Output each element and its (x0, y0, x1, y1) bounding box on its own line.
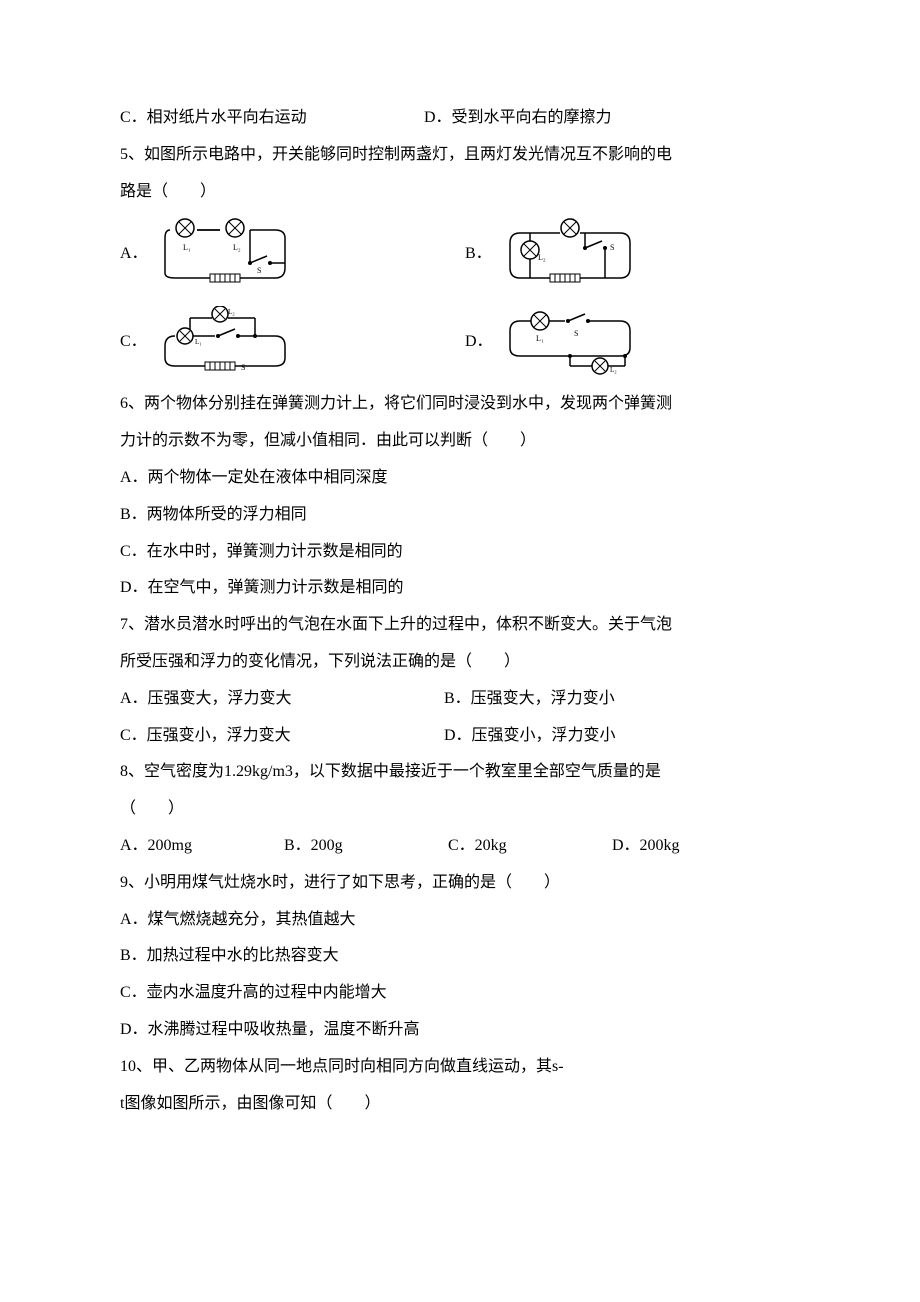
q5-stem-2: 路是（ ） (120, 174, 800, 211)
circuit-b-icon: L₁ L₂ S (500, 218, 640, 290)
q8-stem-2: （ ） (120, 791, 800, 828)
q5-option-b: B． L₁ L₂ S (465, 218, 640, 290)
q6-option-b: B．两物体所受的浮力相同 (120, 497, 800, 534)
svg-text:S: S (574, 329, 578, 338)
q9-option-c: C．壶内水温度升高的过程中内能增大 (120, 975, 800, 1012)
svg-text:S: S (241, 363, 245, 372)
q7-options-cd: C．压强变小，浮力变大 D．压强变小，浮力变小 (120, 718, 800, 755)
q4-option-d: D．受到水平向右的摩擦力 (424, 109, 612, 126)
q4-option-c: C．相对纸片水平向右运动 (120, 100, 420, 137)
q8-options: A．200mg B．200g C．20kg D．200kg (120, 828, 800, 865)
q9-stem: 9、小明用煤气灶烧水时，进行了如下思考，正确的是（ ） (120, 865, 800, 902)
q5-label-d: D． (465, 324, 500, 361)
q7-stem-2: 所受压强和浮力的变化情况，下列说法正确的是（ ） (120, 644, 800, 681)
svg-text:S: S (257, 266, 261, 275)
q8-option-c: C．20kg (448, 828, 608, 865)
q5-option-c: C． L₂ L₁ S (120, 306, 295, 378)
q6-option-d: D．在空气中，弹簧测力计示数是相同的 (120, 570, 800, 607)
svg-text:L₂: L₂ (233, 243, 241, 252)
q7-stem-1: 7、潜水员潜水时呼出的气泡在水面下上升的过程中，体积不断变大。关于气泡 (120, 607, 800, 644)
q7-options-ab: A．压强变大，浮力变大 B．压强变大，浮力变小 (120, 681, 800, 718)
q10-stem-1: 10、甲、乙两物体从同一地点同时向相同方向做直线运动，其s- (120, 1049, 800, 1086)
circuit-d-icon: L₁ S L₂ (500, 306, 640, 378)
q8-option-b: B．200g (284, 828, 444, 865)
q4-options-cd: C．相对纸片水平向右运动 D．受到水平向右的摩擦力 (120, 100, 800, 137)
svg-text:L₂: L₂ (228, 308, 235, 316)
q7-option-a: A．压强变大，浮力变大 (120, 681, 440, 718)
svg-text:L₂: L₂ (538, 253, 546, 262)
svg-text:L₁: L₁ (536, 334, 544, 343)
q7-option-c: C．压强变小，浮力变大 (120, 718, 440, 755)
q8-option-d: D．200kg (612, 837, 680, 854)
q5-option-a: A． L₁ L₂ S (120, 218, 295, 290)
q5-label-b: B． (465, 236, 500, 273)
q5-stem-1: 5、如图所示电路中，开关能够同时控制两盏灯，且两灯发光情况互不影响的电 (120, 137, 800, 174)
q9-option-b: B．加热过程中水的比热容变大 (120, 938, 800, 975)
q9-option-a: A．煤气燃烧越充分，其热值越大 (120, 902, 800, 939)
q9-option-d: D．水沸腾过程中吸收热量，温度不断升高 (120, 1012, 800, 1049)
svg-text:L₁: L₁ (183, 243, 191, 252)
q5-option-d: D． L₁ S L₂ (465, 306, 640, 378)
q10-stem-2: t图像如图所示，由图像可知（ ） (120, 1086, 800, 1123)
q6-stem-2: 力计的示数不为零，但减小值相同．由此可以判断（ ） (120, 423, 800, 460)
svg-text:L₁: L₁ (195, 338, 202, 346)
circuit-a-icon: L₁ L₂ S (155, 218, 295, 290)
q8-option-a: A．200mg (120, 828, 280, 865)
svg-text:S: S (610, 243, 614, 252)
q6-stem-1: 6、两个物体分别挂在弹簧测力计上，将它们同时浸没到水中，发现两个弹簧测 (120, 386, 800, 423)
q5-label-c: C． (120, 324, 155, 361)
q5-label-a: A． (120, 236, 155, 273)
svg-text:L₁: L₁ (568, 218, 575, 219)
q7-option-d: D．压强变小，浮力变小 (444, 727, 616, 744)
q7-option-b: B．压强变大，浮力变小 (444, 690, 615, 707)
q6-option-a: A．两个物体一定处在液体中相同深度 (120, 460, 800, 497)
q6-option-c: C．在水中时，弹簧测力计示数是相同的 (120, 534, 800, 571)
circuit-c-icon: L₂ L₁ S (155, 306, 295, 378)
q8-stem-1: 8、空气密度为1.29kg/m3，以下数据中最接近于一个教室里全部空气质量的是 (120, 754, 800, 791)
svg-text:L₂: L₂ (610, 366, 617, 374)
